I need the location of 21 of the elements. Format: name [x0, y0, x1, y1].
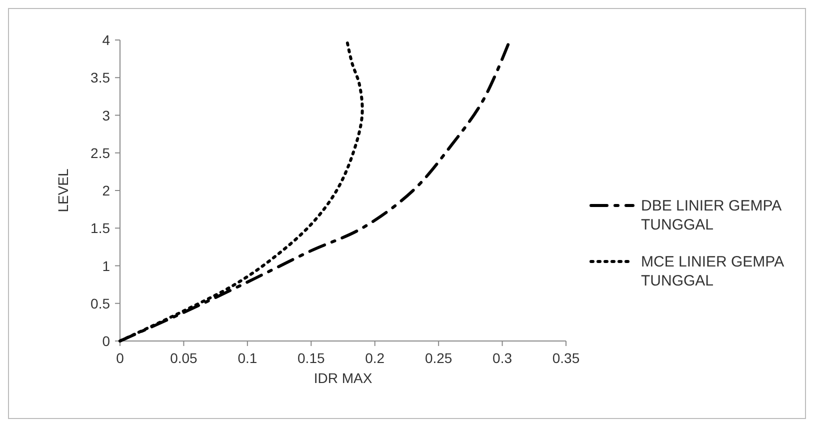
- y-tick-label: 4: [102, 32, 110, 48]
- x-tick-label: 0.05: [170, 350, 198, 366]
- legend-label: MCE LINIER GEMPA TUNGGAL: [641, 254, 784, 290]
- y-tick-label: 1.5: [90, 220, 110, 236]
- legend-label: DBE LINIER GEMPA TUNGGAL: [641, 198, 782, 234]
- y-tick-label: 3: [102, 107, 110, 124]
- x-tick-label: 0: [116, 350, 124, 366]
- y-tick-label: 0: [102, 333, 110, 349]
- x-tick-label: 0.35: [552, 350, 580, 366]
- y-tick-label: 2: [102, 182, 110, 198]
- x-tick-label: 0.25: [424, 350, 452, 366]
- y-tick-label: 3.5: [90, 70, 110, 86]
- y-axis-title: LEVEL: [55, 168, 71, 212]
- x-tick-label: 0.1: [238, 350, 258, 366]
- y-tick-label: 0.5: [90, 295, 110, 312]
- x-tick-label: 0.3: [492, 350, 512, 366]
- x-axis-title: IDR MAX: [314, 370, 373, 386]
- x-tick-label: 0.2: [365, 350, 385, 366]
- y-tick-label: 1: [102, 258, 110, 274]
- x-tick-label: 0.15: [298, 350, 325, 366]
- y-tick-label: 2.5: [90, 144, 110, 161]
